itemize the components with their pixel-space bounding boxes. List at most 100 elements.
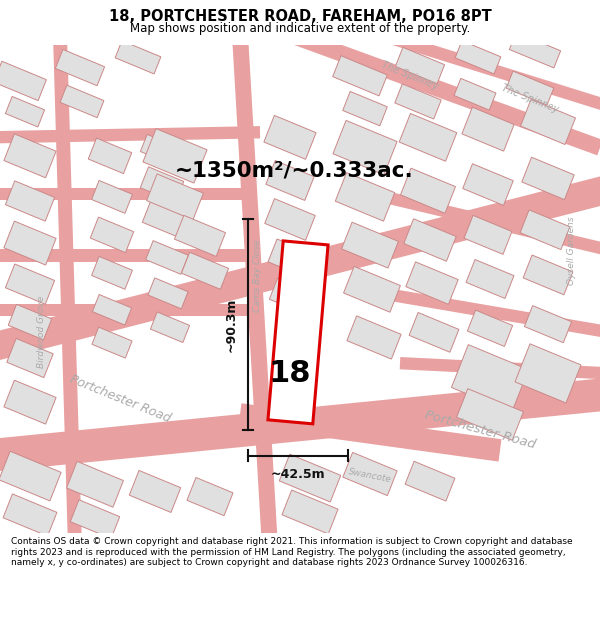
Polygon shape [92, 256, 133, 289]
Polygon shape [115, 41, 161, 74]
Polygon shape [524, 306, 572, 343]
Polygon shape [344, 266, 400, 312]
Polygon shape [3, 494, 57, 536]
Polygon shape [0, 378, 600, 472]
Polygon shape [464, 216, 512, 254]
Polygon shape [409, 312, 459, 352]
Polygon shape [268, 241, 328, 424]
Text: Portchester Road: Portchester Road [423, 408, 537, 451]
Polygon shape [343, 452, 397, 496]
Polygon shape [232, 34, 278, 548]
Polygon shape [343, 91, 387, 126]
Polygon shape [284, 327, 316, 354]
Polygon shape [521, 99, 575, 144]
Polygon shape [0, 249, 250, 261]
Text: Birdwood Grove: Birdwood Grove [37, 296, 47, 369]
Polygon shape [0, 451, 61, 501]
Polygon shape [67, 461, 124, 508]
Polygon shape [287, 27, 600, 156]
Polygon shape [333, 121, 397, 175]
Polygon shape [148, 278, 188, 309]
Polygon shape [92, 181, 133, 213]
Text: Oysell Gardens: Oysell Gardens [568, 216, 577, 284]
Polygon shape [0, 188, 255, 200]
Polygon shape [60, 85, 104, 118]
Text: The Spinney: The Spinney [380, 60, 440, 92]
Polygon shape [269, 278, 314, 314]
Polygon shape [462, 107, 514, 151]
Polygon shape [142, 201, 188, 238]
Polygon shape [520, 210, 570, 249]
Text: Portchester Road: Portchester Road [68, 373, 172, 425]
Polygon shape [509, 32, 560, 68]
Polygon shape [140, 167, 184, 202]
Polygon shape [341, 222, 398, 268]
Polygon shape [335, 173, 395, 221]
Polygon shape [467, 310, 512, 346]
Polygon shape [466, 259, 514, 299]
Polygon shape [146, 174, 203, 220]
Polygon shape [53, 34, 82, 548]
Polygon shape [5, 181, 55, 221]
Text: Map shows position and indicative extent of the property.: Map shows position and indicative extent… [130, 22, 470, 35]
Text: ~1350m²/~0.333ac.: ~1350m²/~0.333ac. [175, 161, 414, 181]
Polygon shape [143, 129, 207, 183]
Polygon shape [146, 241, 188, 274]
Polygon shape [181, 253, 229, 289]
Polygon shape [522, 158, 574, 199]
Polygon shape [266, 161, 314, 201]
Polygon shape [92, 327, 132, 358]
Text: ~42.5m: ~42.5m [271, 468, 325, 481]
Polygon shape [264, 116, 316, 159]
Polygon shape [332, 56, 388, 96]
Polygon shape [0, 126, 260, 144]
Polygon shape [4, 134, 56, 178]
Polygon shape [265, 199, 315, 240]
Polygon shape [395, 48, 445, 84]
Polygon shape [463, 164, 513, 206]
Polygon shape [395, 84, 441, 119]
Polygon shape [455, 41, 501, 74]
Polygon shape [0, 175, 600, 362]
Polygon shape [4, 380, 56, 424]
Polygon shape [5, 264, 55, 304]
Polygon shape [151, 312, 190, 342]
Polygon shape [406, 262, 458, 304]
Polygon shape [90, 217, 134, 252]
Polygon shape [405, 461, 455, 501]
Polygon shape [401, 168, 455, 213]
Polygon shape [369, 285, 600, 339]
Polygon shape [5, 96, 44, 127]
Polygon shape [187, 478, 233, 516]
Polygon shape [400, 357, 600, 379]
Text: 18, PORTCHESTER ROAD, FAREHAM, PO16 8PT: 18, PORTCHESTER ROAD, FAREHAM, PO16 8PT [109, 9, 491, 24]
Polygon shape [55, 49, 104, 86]
Polygon shape [378, 29, 600, 112]
Polygon shape [451, 344, 529, 412]
Polygon shape [175, 216, 226, 256]
Polygon shape [399, 114, 457, 161]
Polygon shape [129, 471, 181, 512]
Polygon shape [279, 454, 341, 502]
Polygon shape [457, 389, 523, 440]
Polygon shape [4, 221, 56, 265]
Text: The Spinney: The Spinney [500, 82, 560, 114]
Text: Contains OS data © Crown copyright and database right 2021. This information is : Contains OS data © Crown copyright and d… [11, 537, 572, 567]
Polygon shape [347, 316, 401, 359]
Polygon shape [7, 339, 53, 377]
Text: ~90.3m: ~90.3m [225, 298, 238, 352]
Polygon shape [0, 304, 250, 316]
Polygon shape [0, 61, 46, 101]
Polygon shape [239, 403, 502, 462]
Polygon shape [523, 255, 573, 295]
Polygon shape [70, 500, 120, 539]
Polygon shape [140, 134, 179, 165]
Polygon shape [349, 182, 600, 256]
Polygon shape [404, 219, 456, 261]
Polygon shape [268, 239, 316, 278]
Polygon shape [92, 294, 131, 325]
Polygon shape [515, 344, 581, 403]
Polygon shape [454, 78, 496, 110]
Text: Swancote: Swancote [347, 468, 392, 484]
Text: 18: 18 [269, 359, 311, 388]
